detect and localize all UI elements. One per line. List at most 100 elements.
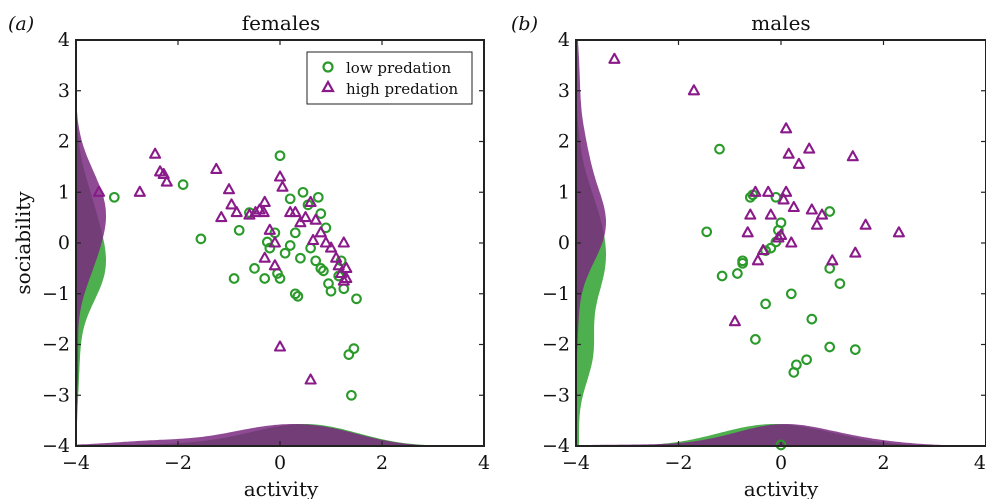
high-predation-point [803,142,816,154]
ticks-b: −4 −2 0 2 4 4 3 2 1 0 −1 −2 −3 −4 [542,29,986,474]
low-predation-point [295,252,306,264]
sociability-density-high [576,40,606,446]
high-predation-point [846,150,859,162]
low-predation-point [834,278,846,289]
y-tick-label: −2 [42,334,70,356]
high-predation-point [764,208,777,220]
activity-density-high [76,424,484,446]
panel-title-females: females [242,11,321,35]
low-predation-point [289,288,301,300]
low-predation-point [264,242,276,254]
high-predation-point [772,231,785,243]
high-predation-point [257,206,270,218]
high-predation-point [309,213,322,225]
high-predation-point [892,226,905,238]
high-predation-point [324,241,338,253]
low-predation-point [348,343,360,354]
low-predation-point [714,143,725,155]
low-predation-point [788,367,800,378]
y-tick-label: −2 [542,334,570,356]
y-tick-label: −1 [42,283,70,305]
high-predation-point [263,223,276,235]
low-predation-point [249,263,260,274]
panel-females: (a) females activity sociability −4 −2 0 2 4… [8,11,490,499]
high-predation-point [249,206,262,218]
x-tick-label: 0 [274,452,286,474]
x-tick-label: 2 [877,452,889,474]
high-predation-point [780,122,793,134]
low-predation-point [195,233,207,245]
low-predation-point [343,349,355,360]
high-predation-point [330,251,343,263]
low-predation-point [760,298,771,310]
low-predation-point [279,247,291,259]
high-predation-point [859,218,872,230]
legend-low-label: low predation [346,59,451,77]
high-predation-point [215,211,228,223]
y-tick-label: −4 [42,435,70,457]
low-predation-point [716,270,728,282]
panel-label-b: (b) [511,13,538,35]
high-predation-point [225,198,238,210]
low-predation-point [732,268,743,279]
low-predation-point [292,290,304,302]
low-predation-point [310,255,322,267]
low-predation-point [824,263,836,274]
high-predation-point [757,244,770,256]
high-predation-point [792,157,805,169]
x-tick-label: 2 [376,452,388,474]
marginal-densities-b [576,40,986,446]
high-predation-point [314,226,327,238]
low-predation-point [284,193,296,205]
high-predation-point [608,52,621,64]
high-predation-point [273,340,287,352]
x-axis-label-b: activity [744,477,819,499]
panel-males: (b) males activity −4 −2 0 2 4 4 3 2 1 0 −1 −2 −3 −4 [511,11,986,499]
y-tick-label: −4 [542,435,570,457]
y-tick-label: 0 [558,232,570,254]
ticks-a: −4 −2 0 2 4 4 3 2 1 0 −1 −2 −3 −4 [42,29,490,474]
low-predation-point [849,344,861,355]
x-tick-label: 0 [775,452,787,474]
low-predation-point [801,354,812,366]
high-predation-point [133,185,146,197]
low-predation-point [824,206,836,217]
high-predation-point [782,147,795,159]
low-predation-point [284,240,296,251]
y-tick-label: −3 [542,384,570,406]
high-predation-point [273,170,287,182]
y-tick-label: 1 [558,181,570,203]
high-predation-point [777,193,790,205]
x-tick-label: 4 [478,452,490,474]
low-predation-point [108,191,120,203]
high-predation-point [268,259,281,271]
y-tick-label: 2 [558,131,570,153]
legend-box [306,51,473,105]
high-predation-point [332,259,345,271]
high-predation-point [687,84,700,96]
low-predation-point [315,208,327,219]
high-predation-point [337,274,350,286]
high-predation-point [299,211,312,223]
high-predation-point [289,206,302,218]
y-tick-label: 1 [58,181,70,203]
high-predation-point [258,195,271,207]
high-predation-point [805,203,818,215]
high-predation-point [304,195,317,207]
low-predation-point [244,207,255,218]
low-predation-point [785,288,797,300]
high-predation-point [810,218,823,230]
low-predation-point [177,179,189,190]
high-predation-point [337,236,350,248]
low-predation-point [806,313,818,325]
high-predation-point [787,200,800,213]
high-predation-point [319,236,332,248]
low-predation-point [289,227,301,239]
low-predation-point [297,186,309,198]
low-predation-point [701,226,713,238]
high-predation-point [744,208,757,220]
high-predation-point [149,147,162,159]
x-tick-label: −4 [62,452,90,474]
points-b [608,52,905,451]
